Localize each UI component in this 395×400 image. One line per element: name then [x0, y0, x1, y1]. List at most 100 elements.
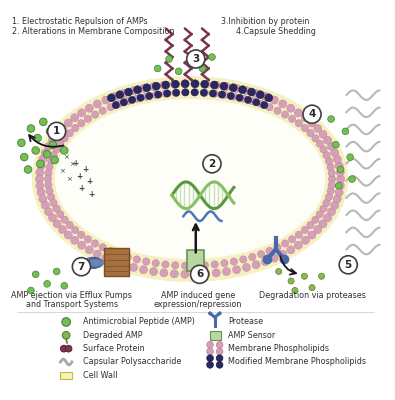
Circle shape: [32, 271, 39, 278]
Circle shape: [99, 244, 106, 251]
Circle shape: [216, 348, 223, 355]
Circle shape: [72, 258, 90, 276]
Circle shape: [39, 155, 47, 163]
Circle shape: [319, 130, 327, 138]
Circle shape: [230, 93, 237, 100]
Circle shape: [216, 362, 223, 368]
Text: AMP ejection via Efflux Pumps: AMP ejection via Efflux Pumps: [11, 290, 132, 300]
Circle shape: [342, 128, 349, 135]
Circle shape: [53, 220, 61, 228]
Circle shape: [212, 81, 220, 89]
Circle shape: [43, 150, 51, 158]
Circle shape: [187, 58, 194, 65]
Circle shape: [324, 214, 331, 222]
Circle shape: [295, 120, 303, 127]
Circle shape: [207, 348, 213, 355]
Circle shape: [51, 156, 58, 164]
Circle shape: [61, 282, 68, 289]
Circle shape: [222, 268, 230, 276]
Circle shape: [166, 56, 173, 62]
Circle shape: [261, 258, 269, 266]
Circle shape: [233, 266, 241, 274]
Circle shape: [199, 65, 206, 72]
Circle shape: [207, 33, 210, 36]
Circle shape: [139, 84, 147, 92]
Circle shape: [50, 199, 57, 206]
Circle shape: [183, 73, 186, 76]
Circle shape: [60, 345, 67, 352]
Circle shape: [320, 205, 327, 212]
Circle shape: [124, 88, 133, 96]
Circle shape: [336, 182, 344, 190]
Circle shape: [201, 73, 203, 76]
Circle shape: [85, 246, 93, 254]
Circle shape: [201, 61, 203, 64]
Circle shape: [37, 160, 44, 168]
Circle shape: [107, 247, 114, 254]
Circle shape: [49, 214, 56, 222]
Circle shape: [318, 273, 325, 279]
Circle shape: [181, 80, 189, 88]
Circle shape: [71, 226, 79, 234]
Circle shape: [45, 169, 52, 177]
Circle shape: [37, 162, 45, 170]
Circle shape: [39, 195, 47, 203]
Ellipse shape: [84, 257, 102, 269]
Circle shape: [331, 201, 339, 209]
Text: 1: 1: [53, 126, 60, 136]
Text: 4.Capsule Shedding: 4.Capsule Shedding: [236, 26, 316, 36]
Circle shape: [337, 175, 344, 183]
Circle shape: [128, 96, 136, 104]
Circle shape: [53, 146, 60, 153]
Text: 2: 2: [208, 159, 216, 169]
Circle shape: [328, 182, 335, 189]
Circle shape: [316, 211, 324, 218]
Circle shape: [252, 261, 260, 269]
Circle shape: [282, 111, 289, 118]
Text: Modified Membrane Phospholipids: Modified Membrane Phospholipids: [228, 358, 366, 366]
Text: +: +: [88, 190, 94, 199]
Circle shape: [91, 111, 99, 118]
Text: and Transport Systems: and Transport Systems: [26, 300, 118, 309]
Circle shape: [171, 56, 174, 58]
Circle shape: [331, 149, 339, 157]
Circle shape: [207, 355, 213, 362]
Circle shape: [66, 130, 73, 137]
Circle shape: [279, 250, 287, 258]
Circle shape: [249, 98, 256, 105]
Text: 2. Alterations in Membrane Composition: 2. Alterations in Membrane Composition: [12, 26, 174, 36]
Circle shape: [201, 89, 209, 96]
Circle shape: [327, 208, 335, 216]
Text: 6: 6: [196, 269, 203, 279]
Circle shape: [115, 250, 123, 258]
Ellipse shape: [32, 76, 348, 282]
Circle shape: [216, 355, 223, 362]
Circle shape: [146, 92, 153, 100]
Text: 3.Inhibition by protein: 3.Inhibition by protein: [222, 17, 310, 26]
Circle shape: [181, 262, 189, 269]
Circle shape: [233, 84, 241, 92]
Circle shape: [137, 94, 144, 101]
Circle shape: [143, 84, 151, 92]
Circle shape: [328, 116, 335, 122]
Circle shape: [221, 91, 228, 98]
Bar: [187, 250, 204, 270]
Circle shape: [261, 102, 268, 109]
Circle shape: [274, 244, 281, 251]
Circle shape: [333, 141, 339, 148]
Text: Degraded AMP: Degraded AMP: [83, 331, 143, 340]
Circle shape: [152, 91, 159, 98]
Circle shape: [93, 250, 102, 258]
Circle shape: [190, 265, 209, 283]
Bar: [210, 330, 220, 340]
Circle shape: [309, 285, 315, 291]
Circle shape: [120, 89, 128, 97]
Circle shape: [335, 188, 343, 196]
Circle shape: [36, 182, 44, 190]
Text: +: +: [73, 159, 79, 168]
Circle shape: [265, 94, 273, 102]
Circle shape: [171, 67, 174, 70]
Circle shape: [130, 263, 137, 271]
Circle shape: [130, 87, 137, 95]
Circle shape: [301, 226, 308, 234]
